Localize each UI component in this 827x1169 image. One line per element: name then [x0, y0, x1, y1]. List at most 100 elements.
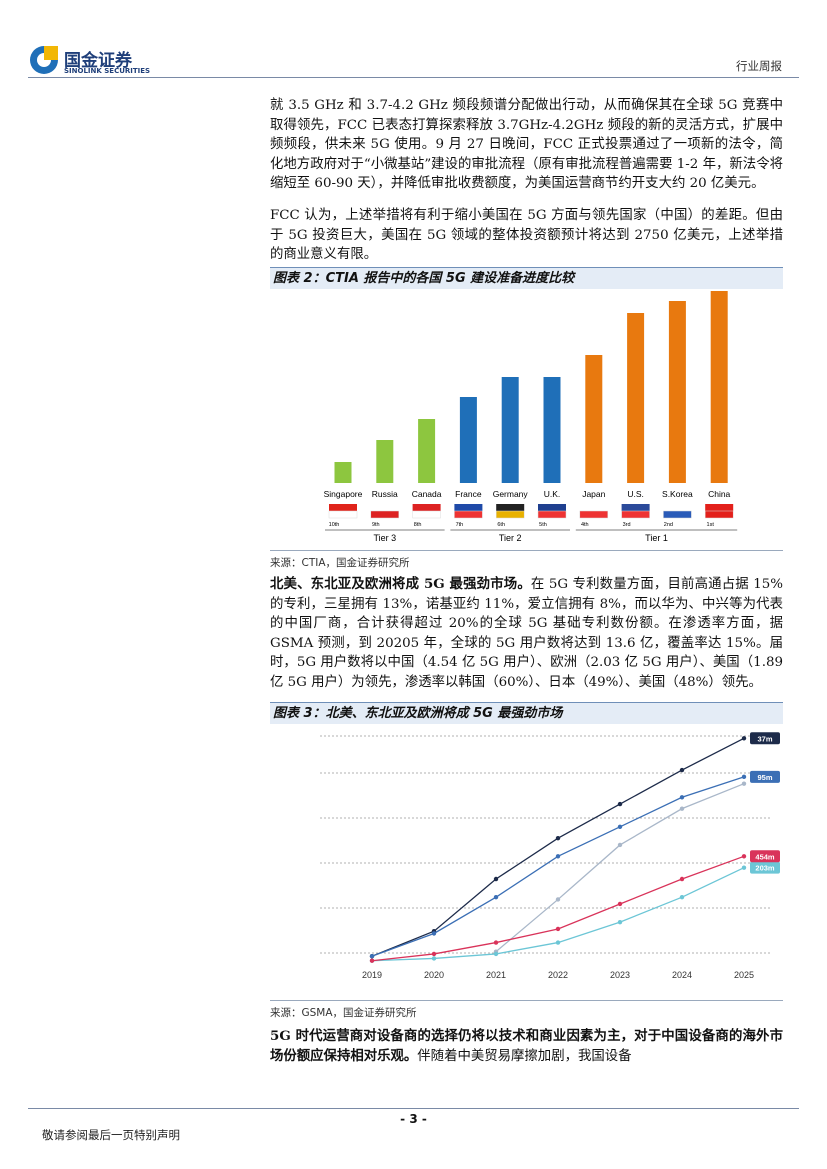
paragraph-text: 伴随着中美贸易摩擦加剧，我国设备: [417, 1048, 632, 1064]
flag: [621, 504, 650, 511]
rank-label: 5th: [539, 522, 547, 528]
rank-label: 3rd: [623, 522, 631, 528]
point: [617, 919, 623, 925]
rank-label: 10th: [329, 522, 340, 528]
flag: [579, 510, 609, 519]
x-tick-label: U.K.: [544, 489, 561, 499]
tier-label: Tier 3: [373, 533, 396, 543]
point: [555, 926, 561, 932]
x-tick-label: 2023: [610, 970, 630, 980]
paragraph: 就 3.5 GHz 和 3.7-4.2 GHz 频段频谱分配做出行动，从而确保其…: [270, 98, 783, 191]
tier-label: Tier 1: [645, 533, 668, 543]
bar: [501, 377, 519, 483]
header-rule: [28, 77, 799, 78]
point: [741, 736, 747, 741]
bar: [668, 301, 686, 483]
rank-label: 6th: [497, 522, 505, 528]
end-label-box: [750, 770, 780, 783]
logo-cn: 国金证券: [64, 51, 132, 71]
bar: [334, 462, 352, 483]
flag: [621, 510, 650, 519]
rank-label: 2nd: [664, 522, 673, 528]
point: [741, 774, 747, 780]
rank-label: 9th: [372, 522, 380, 528]
flag: [537, 510, 567, 519]
point: [431, 931, 437, 936]
x-tick-label: 2025: [734, 970, 754, 980]
x-tick-label: Singapore: [324, 489, 363, 499]
report-type: 行业周报: [736, 59, 782, 73]
flag: [329, 504, 357, 511]
x-tick-label: France: [455, 489, 482, 499]
point: [431, 956, 437, 961]
flag: [704, 510, 734, 519]
bar: [627, 313, 645, 483]
point: [493, 894, 499, 900]
point: [617, 842, 623, 848]
bar: [459, 397, 477, 483]
end-label: 37m: [757, 734, 772, 743]
series-line: [371, 855, 745, 962]
x-tick-label: Germany: [493, 489, 529, 499]
line-chart: 2019 2020 2021 2022 2023 2024 2025 37m 95m 203m 45…: [320, 732, 780, 980]
x-tick-label: China: [708, 489, 730, 499]
x-tick-label: Canada: [412, 489, 442, 499]
flag: [412, 504, 441, 511]
x-tick-label: Russia: [372, 489, 398, 499]
x-tick-label: 2021: [486, 970, 506, 980]
end-label-box: [750, 850, 780, 863]
rank-label: 7th: [456, 522, 464, 528]
point: [493, 940, 499, 945]
x-tick-label: U.S.: [627, 489, 644, 499]
figure-source: 来源：GSMA，国金证券研究所: [270, 1000, 783, 1020]
x-tick-label: 2024: [672, 970, 692, 980]
flag: [538, 504, 566, 511]
logo-icon: [30, 46, 58, 74]
point: [741, 781, 747, 786]
bar: [710, 291, 728, 483]
flag: [663, 504, 692, 511]
point: [679, 876, 685, 882]
paragraph: 北美、东北亚及欧洲将成 5G 最强劲市场。在 5G 专利数量方面，目前高通占据 …: [270, 575, 783, 692]
flag: [454, 504, 483, 511]
point: [741, 865, 747, 870]
point: [617, 824, 623, 829]
point: [369, 953, 375, 959]
point: [679, 806, 685, 811]
x-tick-label: 2019: [362, 970, 382, 980]
end-label: 203m: [755, 864, 775, 873]
tier-label: Tier 2: [499, 533, 522, 543]
page-number: - 3 -: [400, 1112, 427, 1126]
flag: [579, 504, 608, 511]
x-tick-label: 2020: [424, 970, 444, 980]
series-line: [495, 783, 745, 953]
flag: [328, 510, 358, 519]
bar-chart: Singapore 10th Russia 9th Canada 8th France 7th…: [324, 291, 738, 543]
point: [555, 940, 561, 945]
flag: [495, 510, 525, 519]
paragraph: 5G 时代运营商对设备商的选择仍将以技术和商业因素为主，对于中国设备商的海外市场…: [270, 1027, 783, 1066]
point: [493, 951, 499, 957]
end-label: 95m: [757, 773, 772, 782]
rank-label: 8th: [414, 522, 422, 528]
point: [617, 801, 623, 807]
rank-label: 4th: [581, 522, 589, 528]
end-label-box: [750, 861, 780, 874]
disclaimer: 敬请参阅最后一页特别声明: [42, 1128, 180, 1142]
series-line: [371, 737, 745, 957]
point: [741, 854, 747, 859]
point: [679, 894, 685, 900]
point: [493, 876, 499, 882]
flag: [663, 510, 692, 519]
flag: [412, 510, 441, 519]
bar: [418, 419, 436, 483]
footer-rule: [28, 1108, 799, 1109]
x-tick-label: S.Korea: [662, 489, 693, 499]
figure-title: 图表 3：北美、东北亚及欧洲将成 5G 最强劲市场: [270, 702, 783, 724]
rank-label: 1st: [707, 522, 715, 528]
bar: [543, 377, 561, 483]
point: [555, 897, 561, 902]
bar: [585, 355, 603, 483]
point: [617, 901, 623, 907]
